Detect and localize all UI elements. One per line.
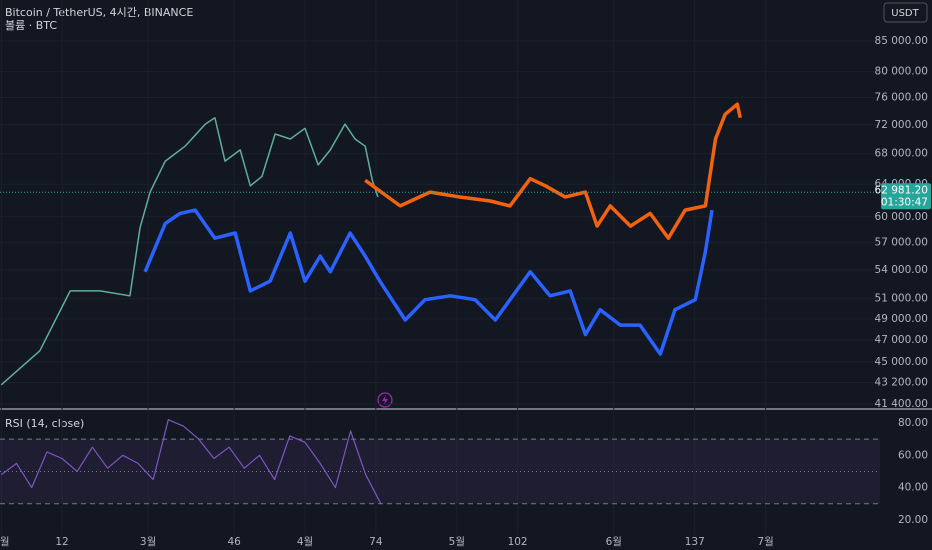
x-tick-label: 2월 [0, 536, 9, 548]
y-tick-label: 51 000.00 [875, 293, 928, 305]
y-tick-label: 41 400.00 [875, 398, 928, 410]
y-tick-label: 45 000.00 [875, 356, 928, 368]
event-icon[interactable] [377, 392, 393, 408]
series-line [143, 208, 714, 356]
y-tick-label: 49 000.00 [875, 313, 928, 325]
x-tick-label: 46 [227, 536, 241, 548]
y-tick-label: 72 000.00 [875, 119, 928, 131]
series-line [0, 419, 382, 505]
y-tick-label: 80 000.00 [875, 66, 928, 78]
last-price-label: 62 981.20 [875, 184, 928, 196]
x-tick-label: 137 [685, 536, 705, 548]
y-tick-label: 76 000.00 [875, 91, 928, 103]
y-tick-label: 57 000.00 [875, 237, 928, 249]
x-tick-label: 12 [55, 536, 68, 548]
y-tick-label: 60.00 [898, 449, 928, 461]
currency-button[interactable] [883, 2, 928, 23]
x-tick-label: 74 [369, 536, 383, 548]
volume-label: 볼륨 · BTC [5, 19, 57, 32]
y-tick-label: 47 000.00 [875, 334, 928, 346]
x-tick-label: 7월 [757, 536, 773, 548]
y-tick-label: 60 000.00 [875, 211, 928, 223]
y-tick-label: 80.00 [898, 417, 928, 429]
last-price-box [881, 183, 931, 210]
y-tick-label: 68 000.00 [875, 148, 928, 160]
y-tick-label: 20.00 [898, 514, 928, 526]
lightning [382, 395, 388, 405]
rsi-title: RSI (14, close) [5, 417, 84, 430]
chart-title: Bitcoin / TetherUS, 4시간, BINANCE [5, 6, 193, 19]
x-tick-label: 5월 [449, 536, 465, 548]
x-tick-label: 6월 [606, 536, 622, 548]
x-tick-label: 3월 [140, 536, 156, 548]
currency-label[interactable]: USDT [891, 8, 919, 19]
series-line [364, 102, 743, 240]
series-line [0, 117, 379, 386]
y-tick-label: 85 000.00 [875, 35, 928, 47]
y-tick-label: 40.00 [898, 482, 928, 494]
y-tick-label: 43 200.00 [875, 376, 928, 388]
x-tick-label: 4월 [297, 536, 313, 548]
x-tick-label: 102 [508, 536, 528, 548]
y-tick-label: 54 000.00 [875, 264, 928, 276]
countdown: 01:30:47 [881, 196, 928, 208]
